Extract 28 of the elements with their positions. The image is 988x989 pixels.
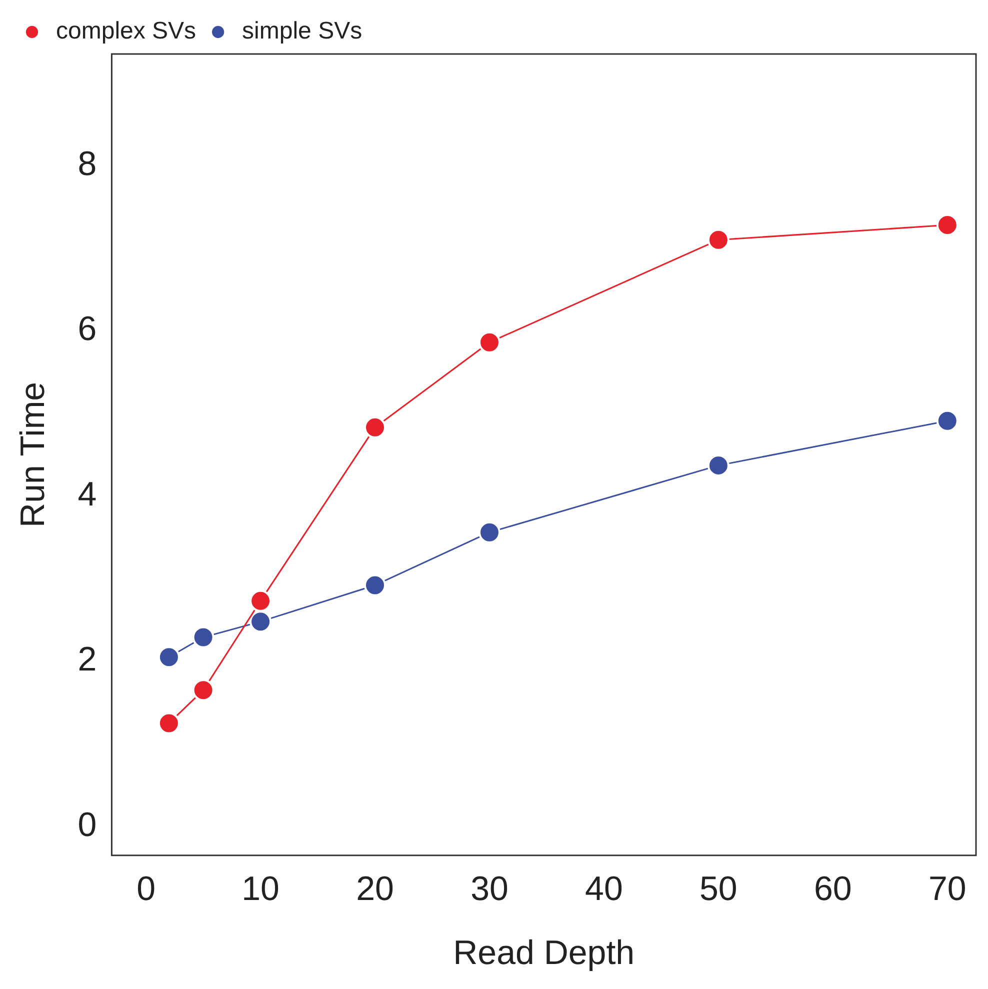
- point: [158, 712, 180, 734]
- point: [192, 679, 214, 702]
- x-tick-label: 20: [356, 870, 394, 908]
- y-tick-label: 0: [78, 806, 97, 844]
- y-tick-label: 2: [78, 640, 97, 679]
- legend-label: complex SVs: [56, 18, 196, 45]
- y-tick-label: 6: [78, 310, 97, 348]
- point: [478, 331, 500, 354]
- point: [158, 646, 180, 668]
- x-tick-label: 60: [814, 870, 852, 908]
- y-tick-label: 4: [78, 475, 97, 514]
- point: [478, 521, 500, 544]
- y-axis-title: Run Time: [14, 382, 52, 528]
- x-tick-label: 40: [585, 870, 623, 908]
- x-tick-label: 30: [470, 870, 508, 908]
- point: [250, 610, 272, 633]
- point: [936, 410, 958, 432]
- x-axis-title: Read Depth: [453, 934, 635, 972]
- x-tick-label: 50: [700, 870, 738, 908]
- x-tick-label: 10: [242, 870, 280, 908]
- legend-label: simple SVs: [242, 18, 362, 45]
- point: [364, 416, 386, 438]
- point: [364, 574, 386, 596]
- point: [192, 626, 214, 648]
- point: [707, 228, 730, 251]
- x-tick-label: 70: [928, 870, 966, 908]
- x-tick-label: 0: [136, 870, 156, 908]
- y-tick-label: 8: [78, 144, 97, 183]
